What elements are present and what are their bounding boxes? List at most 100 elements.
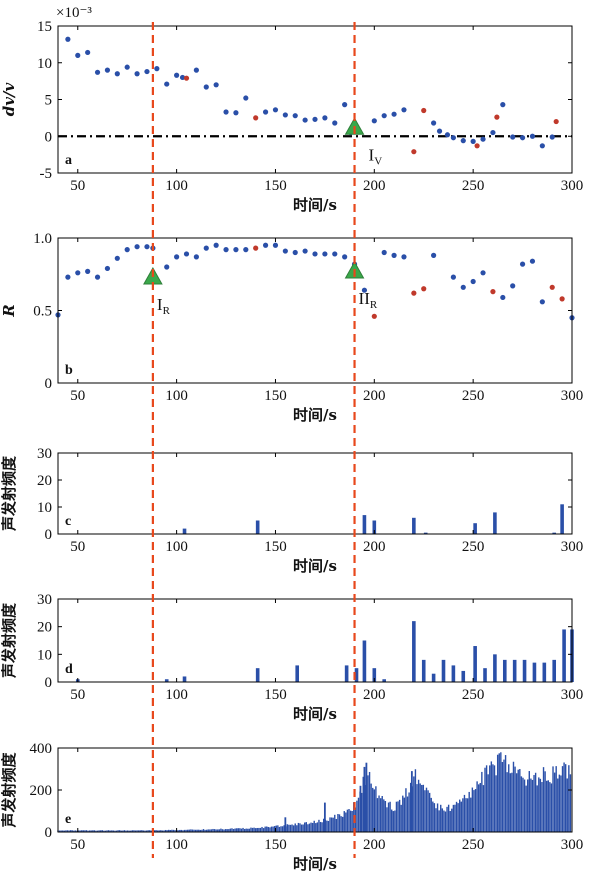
y-tick-label: 0 [45, 527, 53, 543]
bar [362, 776, 364, 832]
bar [283, 825, 285, 832]
bar [126, 830, 129, 832]
y-ticks: 0 0.5 1.0 [33, 231, 572, 392]
bar [321, 822, 323, 832]
bar [232, 828, 235, 832]
bar [340, 816, 342, 832]
bar [85, 830, 88, 832]
x-ticks: 50 100 150 200 250 300 [70, 599, 583, 703]
data-point [262, 109, 269, 115]
bar [326, 820, 328, 832]
data-point [391, 252, 397, 258]
x-tick-label: 300 [561, 837, 584, 853]
bar [136, 830, 138, 832]
x-axis-label: 时间/s [293, 557, 337, 575]
y-tick-label: 10 [37, 56, 52, 72]
bar [215, 829, 217, 832]
x-tick-label: 250 [462, 539, 485, 555]
bar [139, 830, 141, 832]
bar [459, 799, 461, 832]
axes-frame [57, 598, 573, 683]
bar [370, 783, 372, 832]
y-axis-label: 声发射频度 [0, 602, 18, 679]
x-tick-label: 150 [264, 837, 287, 853]
x-tick-label: 200 [363, 687, 386, 703]
bar [179, 829, 181, 832]
bar [501, 761, 504, 832]
x-tick-label: 150 [264, 687, 287, 703]
bar [82, 830, 85, 832]
bar [291, 824, 293, 832]
bar [485, 765, 488, 832]
bar [103, 830, 105, 832]
bar [395, 801, 398, 832]
data-point [134, 71, 140, 77]
data-point [460, 284, 466, 290]
bar [88, 830, 91, 832]
bar [188, 829, 190, 832]
bar [368, 771, 371, 832]
data-point-highlight [253, 245, 259, 251]
data-point [519, 261, 526, 267]
bar [247, 828, 249, 832]
bar [198, 829, 200, 832]
data-point [450, 135, 456, 141]
bar [133, 830, 135, 832]
bar [322, 818, 325, 832]
y-tick-label: -5 [40, 166, 53, 182]
y-axis-label: 声发射频度 [0, 752, 18, 829]
bar [394, 810, 396, 832]
bar [498, 753, 500, 832]
bar [258, 827, 260, 832]
x-tick-label: 250 [462, 687, 485, 703]
bar [564, 764, 567, 832]
data-point-highlight [253, 115, 259, 121]
bar [84, 830, 86, 832]
bar [280, 826, 282, 832]
bar [223, 829, 225, 832]
data-point [460, 138, 466, 144]
bar [433, 803, 436, 832]
data-point [193, 254, 199, 260]
bar [286, 824, 289, 832]
x-tick-label: 150 [264, 388, 287, 404]
bar [114, 830, 116, 832]
bar [514, 766, 516, 832]
bar [449, 811, 451, 832]
bar [62, 830, 64, 832]
bar [164, 679, 169, 682]
data-point [332, 120, 338, 126]
data-point [233, 247, 239, 253]
bar [297, 822, 300, 832]
axes-frame [57, 237, 573, 384]
bar [310, 822, 312, 832]
bar [123, 830, 126, 832]
bar [319, 821, 322, 832]
bar [435, 808, 437, 832]
y-tick-label: 400 [30, 741, 53, 757]
bar [63, 830, 66, 832]
data-point [272, 242, 279, 248]
data-point [193, 67, 199, 73]
bar [302, 824, 304, 832]
bar [229, 828, 232, 832]
bar [425, 787, 428, 832]
annotation-label: IIR [359, 289, 378, 311]
bar [205, 829, 208, 832]
x-tick-label: 100 [165, 388, 188, 404]
bar [403, 797, 406, 832]
bar [362, 640, 367, 682]
bar [153, 830, 156, 832]
bar [487, 774, 489, 832]
bar [432, 801, 434, 832]
bar [245, 828, 247, 832]
data-point [203, 245, 209, 251]
bar [145, 830, 148, 832]
y-tick-label: 5 [45, 93, 53, 109]
x-ticks: 50 100 150 200 250 300 [70, 238, 583, 404]
data-point [500, 294, 506, 301]
bar [299, 823, 301, 832]
bar [552, 532, 557, 534]
data-point [342, 254, 348, 260]
